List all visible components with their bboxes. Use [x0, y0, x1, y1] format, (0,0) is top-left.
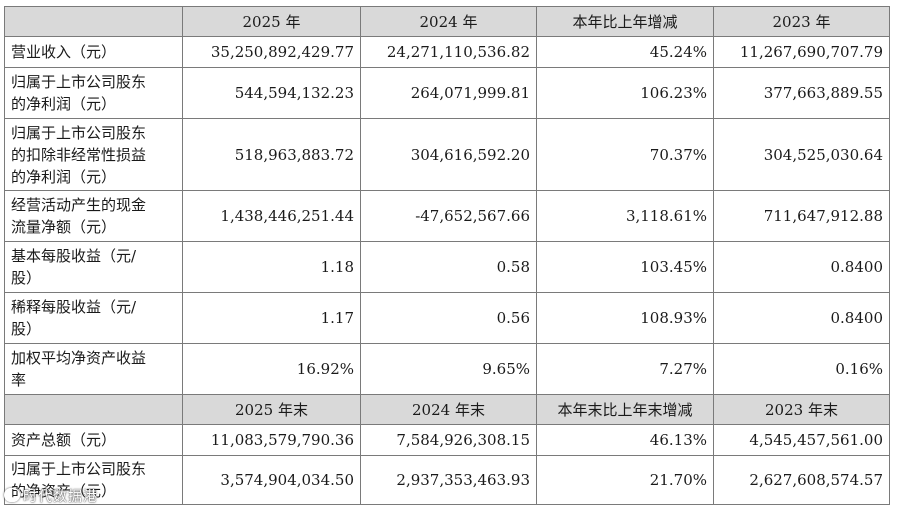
- row-label-line: 归属于上市公司股东: [11, 460, 147, 478]
- row-label: 归属于上市公司股东 的扣除非经常性损益 的净利润（元）: [4, 118, 183, 191]
- subheader-cell-2025-end: 2025 年末: [182, 394, 361, 425]
- change-cell: 7.27%: [536, 343, 714, 395]
- subheader-cell-2024-end: 2024 年末: [360, 394, 537, 425]
- value-cell: 2,627,608,574.57: [713, 455, 890, 505]
- change-cell: 45.24%: [536, 36, 714, 68]
- table-header-row: 2025 年 2024 年 本年比上年增减 2023 年: [4, 6, 890, 37]
- table-row-net-profit-deducted: 归属于上市公司股东 的扣除非经常性损益 的净利润（元） 518,963,883.…: [4, 118, 890, 191]
- value-cell: 35,250,892,429.77: [182, 36, 361, 68]
- change-cell: 21.70%: [536, 455, 714, 505]
- value-cell: 0.56: [360, 292, 537, 344]
- table-row-basic-eps: 基本每股收益（元/ 股） 1.18 0.58 103.45% 0.8400: [4, 241, 890, 293]
- change-cell: 70.37%: [536, 118, 714, 191]
- value-cell: 2,937,353,463.93: [360, 455, 537, 505]
- row-label-line: 股）: [11, 269, 42, 287]
- change-cell: 103.45%: [536, 241, 714, 293]
- header-cell-2023: 2023 年: [713, 6, 890, 37]
- value-cell: 264,071,999.81: [360, 67, 537, 119]
- table-row-total-assets: 资产总额（元） 11,083,579,790.36 7,584,926,308.…: [4, 424, 890, 456]
- value-cell: 377,663,889.55: [713, 67, 890, 119]
- financial-summary-table: 2025 年 2024 年 本年比上年增减 2023 年 营业收入（元） 35,…: [4, 6, 890, 505]
- table-row-net-assets: 归属于上市公司股东 的净资产（元） 3,574,904,034.50 2,937…: [4, 455, 890, 505]
- row-label-line: 稀释每股收益（元/: [11, 298, 137, 316]
- row-label-line: 经营活动产生的现金: [11, 196, 147, 214]
- row-label-line: 的扣除非经常性损益: [11, 145, 147, 164]
- value-cell: -47,652,567.66: [360, 190, 537, 242]
- row-label-line: 流量净额（元）: [11, 218, 117, 236]
- row-label: 归属于上市公司股东 的净资产（元）: [4, 455, 183, 505]
- row-label-line: 的净利润（元）: [11, 167, 117, 186]
- row-label-line: 营业收入（元）: [11, 43, 117, 61]
- header-cell-yoy-change: 本年比上年增减: [536, 6, 714, 37]
- table-row-operating-cash-flow: 经营活动产生的现金 流量净额（元） 1,438,446,251.44 -47,6…: [4, 190, 890, 242]
- value-cell: 1.17: [182, 292, 361, 344]
- row-label: 经营活动产生的现金 流量净额（元）: [4, 190, 183, 242]
- header-cell-2024: 2024 年: [360, 6, 537, 37]
- change-cell: 46.13%: [536, 424, 714, 456]
- value-cell: 1.18: [182, 241, 361, 293]
- value-cell: 544,594,132.23: [182, 67, 361, 119]
- table-row-operating-revenue: 营业收入（元） 35,250,892,429.77 24,271,110,536…: [4, 36, 890, 68]
- value-cell: 11,267,690,707.79: [713, 36, 890, 68]
- value-cell: 0.8400: [713, 241, 890, 293]
- row-label: 资产总额（元）: [4, 424, 183, 456]
- change-cell: 3,118.61%: [536, 190, 714, 242]
- row-label: 归属于上市公司股东 的净利润（元）: [4, 67, 183, 119]
- row-label-line: 率: [11, 371, 27, 389]
- row-label-line: 的净资产（元）: [11, 482, 117, 500]
- row-label: 基本每股收益（元/ 股）: [4, 241, 183, 293]
- value-cell: 0.58: [360, 241, 537, 293]
- value-cell: 0.8400: [713, 292, 890, 344]
- subheader-corner-cell: [4, 394, 183, 425]
- subheader-cell-2023-end: 2023 年末: [713, 394, 890, 425]
- change-cell: 106.23%: [536, 67, 714, 119]
- value-cell: 16.92%: [182, 343, 361, 395]
- change-cell: 108.93%: [536, 292, 714, 344]
- value-cell: 1,438,446,251.44: [182, 190, 361, 242]
- value-cell: 9.65%: [360, 343, 537, 395]
- row-label-line: 归属于上市公司股东: [11, 123, 147, 142]
- value-cell: 518,963,883.72: [182, 118, 361, 191]
- row-label-line: 资产总额（元）: [11, 431, 117, 449]
- row-label-line: 股）: [11, 320, 42, 338]
- row-label-line: 的净利润（元）: [11, 95, 117, 113]
- value-cell: 11,083,579,790.36: [182, 424, 361, 456]
- table-row-net-profit: 归属于上市公司股东 的净利润（元） 544,594,132.23 264,071…: [4, 67, 890, 119]
- value-cell: 304,616,592.20: [360, 118, 537, 191]
- value-cell: 0.16%: [713, 343, 890, 395]
- row-label-line: 加权平均净资产收益: [11, 349, 147, 367]
- value-cell: 304,525,030.64: [713, 118, 890, 191]
- table-row-weighted-roe: 加权平均净资产收益 率 16.92% 9.65% 7.27% 0.16%: [4, 343, 890, 395]
- row-label: 加权平均净资产收益 率: [4, 343, 183, 395]
- table-row-diluted-eps: 稀释每股收益（元/ 股） 1.17 0.56 108.93% 0.8400: [4, 292, 890, 344]
- value-cell: 711,647,912.88: [713, 190, 890, 242]
- row-label-line: 归属于上市公司股东: [11, 73, 147, 91]
- header-cell-2025: 2025 年: [182, 6, 361, 37]
- table-subheader-row: 2025 年末 2024 年末 本年末比上年末增减 2023 年末: [4, 394, 890, 425]
- header-corner-cell: [4, 6, 183, 37]
- value-cell: 24,271,110,536.82: [360, 36, 537, 68]
- value-cell: 3,574,904,034.50: [182, 455, 361, 505]
- row-label: 营业收入（元）: [4, 36, 183, 68]
- row-label: 稀释每股收益（元/ 股）: [4, 292, 183, 344]
- value-cell: 4,545,457,561.00: [713, 424, 890, 456]
- value-cell: 7,584,926,308.15: [360, 424, 537, 456]
- subheader-cell-yoy-change: 本年末比上年末增减: [536, 394, 714, 425]
- row-label-line: 基本每股收益（元/: [11, 247, 137, 265]
